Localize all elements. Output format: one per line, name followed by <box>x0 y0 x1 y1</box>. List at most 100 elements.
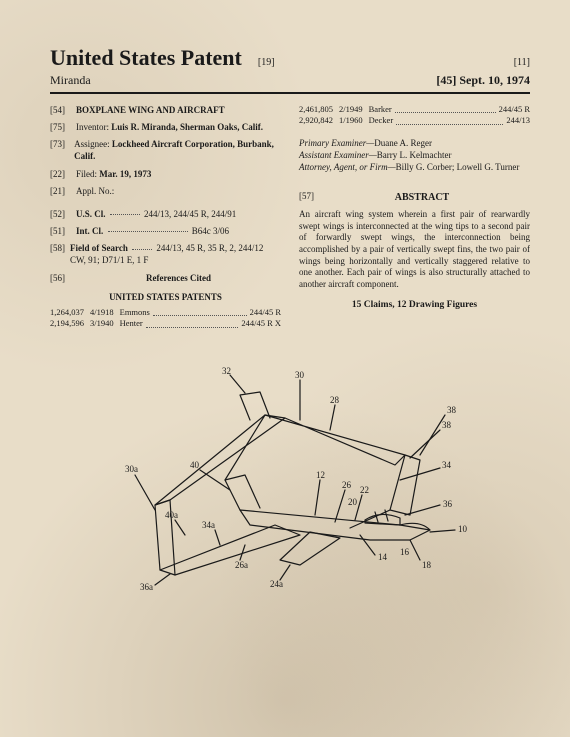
abstract-header: ABSTRACT <box>314 191 530 205</box>
reference-row: 1,264,037 4/1918 Emmons 244/45 R <box>50 307 281 318</box>
field-num: [52] <box>50 208 76 220</box>
code-45: [45] <box>436 73 456 87</box>
us-patents-header: UNITED STATES PATENTS <box>50 291 281 303</box>
fig-label: 30a <box>125 464 138 474</box>
reference-row: 2,920,842 1/1960 Decker 244/13 <box>299 115 530 126</box>
field-58: [58] Field of Search 244/13, 45 R, 35 R,… <box>50 242 281 266</box>
inventor-surname: Miranda <box>50 73 91 88</box>
ref-date: 1/1960 <box>339 115 363 126</box>
primary-examiner-row: Primary Examiner—Duane A. Reger <box>299 137 530 149</box>
issue-date: Sept. 10, 1974 <box>459 73 530 87</box>
field-num: [56] <box>50 272 76 284</box>
ref-name: Barker <box>369 104 392 115</box>
fig-label: 16 <box>400 547 410 557</box>
ref-date: 3/1940 <box>90 318 114 329</box>
field-label: Filed: <box>76 169 97 179</box>
header-left: United States Patent [19] <box>50 45 275 71</box>
ref-number: 2,194,596 <box>50 318 84 329</box>
field-num: [75] <box>50 121 76 133</box>
field-body: U.S. Cl. 244/13, 244/45 R, 244/91 <box>76 208 236 220</box>
fig-label: 36 <box>443 499 453 509</box>
field-label: Int. Cl. <box>76 226 103 236</box>
issue-date-block: [45] Sept. 10, 1974 <box>436 73 530 88</box>
abstract-text: An aircraft wing system wherein a first … <box>299 209 530 291</box>
primary-examiner-label: Primary Examiner— <box>299 138 374 148</box>
field-value: 244/13, 244/45 R, 244/91 <box>144 209 236 219</box>
ref-number: 2,920,842 <box>299 115 333 126</box>
fig-label: 18 <box>422 560 432 570</box>
fig-label: 24a <box>270 579 283 589</box>
field-56: [56] References Cited <box>50 272 281 284</box>
field-num: [58] <box>50 242 70 266</box>
ref-number: 1,264,037 <box>50 307 84 318</box>
field-num: [54] <box>50 104 76 116</box>
field-value: Mar. 19, 1973 <box>99 169 151 179</box>
fig-label: 28 <box>330 395 340 405</box>
invention-title: BOXPLANE WING AND AIRCRAFT <box>76 104 225 116</box>
refs-cited-label: References Cited <box>76 272 281 284</box>
assistant-examiner-row: Assistant Examiner—Barry L. Kelmachter <box>299 149 530 161</box>
fig-label: 26a <box>235 560 248 570</box>
field-22: [22] Filed: Mar. 19, 1973 <box>50 168 281 180</box>
right-column: 2,461,805 2/1949 Barker 244/45 R 2,920,8… <box>299 104 530 330</box>
fig-label: 38 <box>447 405 457 415</box>
assistant-examiner-label: Assistant Examiner— <box>299 150 377 160</box>
ref-class: 244/13 <box>506 115 530 126</box>
ref-name: Henter <box>120 318 143 329</box>
ref-class: 244/45 R <box>499 104 530 115</box>
attorney: Billy G. Corber; Lowell G. Turner <box>396 162 520 172</box>
attorney-label: Attorney, Agent, or Firm— <box>299 162 396 172</box>
field-body: Inventor: Luis R. Miranda, Sherman Oaks,… <box>76 121 263 133</box>
assistant-examiner: Barry L. Kelmachter <box>377 150 452 160</box>
patent-header: United States Patent [19] [11] <box>50 45 530 71</box>
biblio-columns: [54] BOXPLANE WING AND AIRCRAFT [75] Inv… <box>50 104 530 330</box>
ref-date: 4/1918 <box>90 307 114 318</box>
field-body: Field of Search 244/13, 45 R, 35 R, 2, 2… <box>70 242 281 266</box>
fig-label: 38 <box>442 420 452 430</box>
code-19: [19] <box>258 57 275 68</box>
patent-title: United States Patent <box>50 45 242 70</box>
fig-label: 36a <box>140 582 153 590</box>
field-54: [54] BOXPLANE WING AND AIRCRAFT <box>50 104 281 116</box>
ref-class: 244/45 R X <box>241 318 281 329</box>
fig-label: 34a <box>202 520 215 530</box>
field-label: Assignee: <box>74 139 110 149</box>
fig-label: 14 <box>378 552 388 562</box>
aircraft-drawing: 32 30 38 30a 28 34 40 12 26 22 20 36 40a… <box>100 360 480 590</box>
field-73: [73] Assignee: Lockheed Aircraft Corpora… <box>50 138 281 162</box>
ref-number: 2,461,805 <box>299 104 333 115</box>
fig-label: 34 <box>442 460 452 470</box>
field-value: Luis R. Miranda, Sherman Oaks, Calif. <box>111 122 263 132</box>
field-label: Inventor: <box>76 122 109 132</box>
field-body: Int. Cl. B64c 3/06 <box>76 225 229 237</box>
field-num: [22] <box>50 168 76 180</box>
field-51: [51] Int. Cl. B64c 3/06 <box>50 225 281 237</box>
claims-line: 15 Claims, 12 Drawing Figures <box>299 299 530 312</box>
field-num: [21] <box>50 185 76 197</box>
ref-name: Decker <box>369 115 394 126</box>
fig-label: 30 <box>295 370 305 380</box>
primary-examiner: Duane A. Reger <box>374 138 432 148</box>
field-body: Assignee: Lockheed Aircraft Corporation,… <box>74 138 281 162</box>
reference-row: 2,194,596 3/1940 Henter 244/45 R X <box>50 318 281 329</box>
field-num: [73] <box>50 138 74 162</box>
fig-label: 26 <box>342 480 352 490</box>
fig-label: 22 <box>360 485 369 495</box>
ref-name: Emmons <box>120 307 150 318</box>
ref-class: 244/45 R <box>250 307 281 318</box>
left-column: [54] BOXPLANE WING AND AIRCRAFT [75] Inv… <box>50 104 281 330</box>
fig-label: 32 <box>222 366 231 376</box>
fig-label: 20 <box>348 497 358 507</box>
field-label: Appl. No.: <box>76 185 114 197</box>
field-label: Field of Search <box>70 243 128 253</box>
fig-label: 12 <box>316 470 325 480</box>
field-label: U.S. Cl. <box>76 209 106 219</box>
field-75: [75] Inventor: Luis R. Miranda, Sherman … <box>50 121 281 133</box>
fig-label: 10 <box>458 524 468 534</box>
reference-row: 2,461,805 2/1949 Barker 244/45 R <box>299 104 530 115</box>
field-num: [51] <box>50 225 76 237</box>
fig-label: 40a <box>165 510 178 520</box>
fig-label: 40 <box>190 460 200 470</box>
patent-figure: 32 30 38 30a 28 34 40 12 26 22 20 36 40a… <box>50 360 530 595</box>
abs-num: [57] <box>299 190 314 202</box>
